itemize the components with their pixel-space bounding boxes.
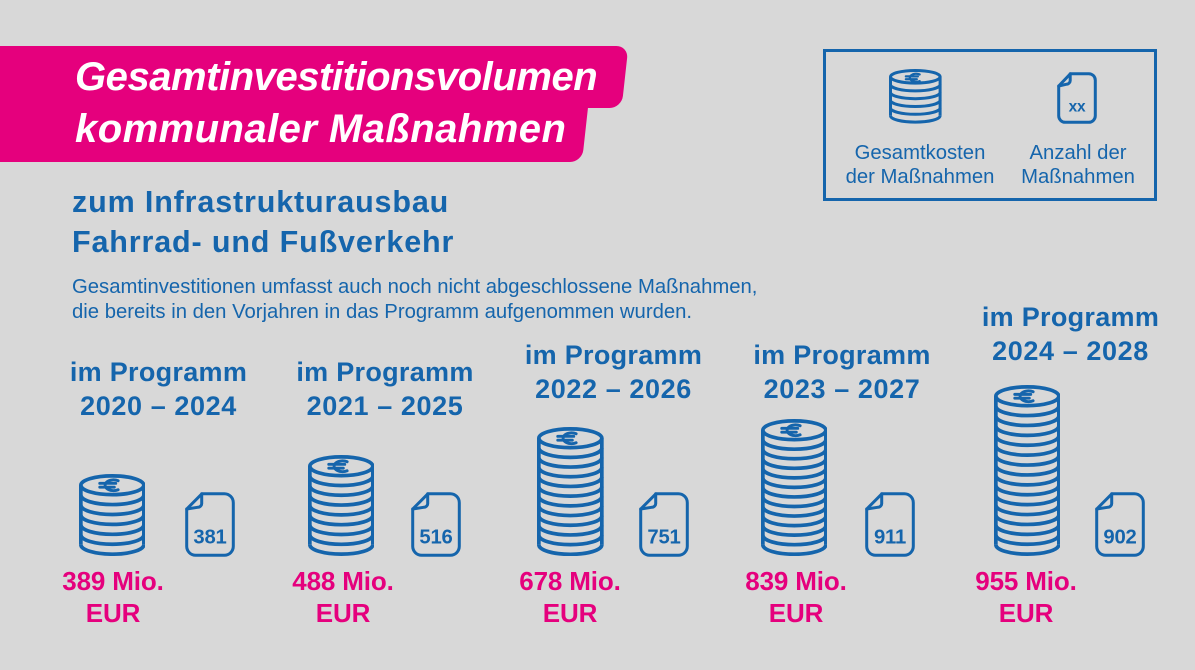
svg-text:911: 911 <box>874 526 906 548</box>
svg-text:751: 751 <box>647 526 680 548</box>
svg-text:516: 516 <box>419 526 452 548</box>
svg-text:902: 902 <box>1103 526 1136 548</box>
svg-text:xx: xx <box>1069 99 1086 116</box>
svg-text:381: 381 <box>193 526 226 548</box>
